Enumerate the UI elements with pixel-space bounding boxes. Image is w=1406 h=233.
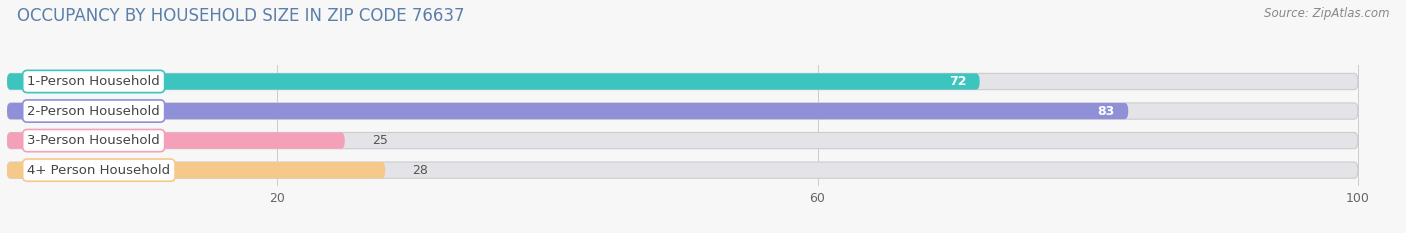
FancyBboxPatch shape [7,73,980,90]
FancyBboxPatch shape [7,162,385,178]
Text: 25: 25 [371,134,388,147]
FancyBboxPatch shape [7,103,1358,119]
Text: 28: 28 [412,164,429,177]
FancyBboxPatch shape [7,133,344,149]
FancyBboxPatch shape [7,73,1358,90]
FancyBboxPatch shape [7,162,1358,178]
FancyBboxPatch shape [7,103,1128,119]
Text: 83: 83 [1098,105,1115,117]
Text: OCCUPANCY BY HOUSEHOLD SIZE IN ZIP CODE 76637: OCCUPANCY BY HOUSEHOLD SIZE IN ZIP CODE … [17,7,464,25]
Text: 4+ Person Household: 4+ Person Household [27,164,170,177]
Text: 72: 72 [949,75,966,88]
FancyBboxPatch shape [7,133,1358,149]
Text: 3-Person Household: 3-Person Household [27,134,160,147]
Text: Source: ZipAtlas.com: Source: ZipAtlas.com [1264,7,1389,20]
Text: 1-Person Household: 1-Person Household [27,75,160,88]
Text: 2-Person Household: 2-Person Household [27,105,160,117]
